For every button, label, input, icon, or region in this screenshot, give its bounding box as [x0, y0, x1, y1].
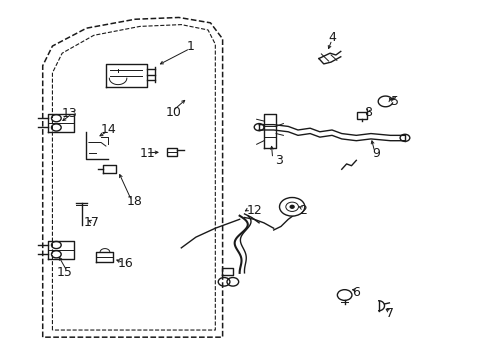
Text: 17: 17	[83, 216, 99, 229]
Text: 13: 13	[61, 107, 77, 120]
Text: 2: 2	[298, 204, 306, 217]
Text: 8: 8	[364, 105, 372, 119]
Text: 3: 3	[274, 154, 282, 167]
Bar	[166, 148, 177, 157]
Text: 5: 5	[390, 95, 398, 108]
Text: 14: 14	[100, 123, 116, 136]
Text: 9: 9	[371, 147, 379, 160]
Text: 15: 15	[57, 266, 72, 279]
Circle shape	[289, 205, 293, 208]
Text: 6: 6	[352, 286, 360, 299]
Text: 7: 7	[386, 307, 393, 320]
Circle shape	[279, 198, 304, 216]
Text: 11: 11	[139, 147, 155, 160]
Text: 18: 18	[127, 195, 143, 208]
Text: 1: 1	[187, 40, 195, 53]
Text: 16: 16	[117, 257, 133, 270]
Text: 4: 4	[327, 31, 335, 44]
Bar	[357, 112, 366, 119]
Text: 12: 12	[246, 204, 262, 217]
Text: 10: 10	[166, 105, 182, 119]
